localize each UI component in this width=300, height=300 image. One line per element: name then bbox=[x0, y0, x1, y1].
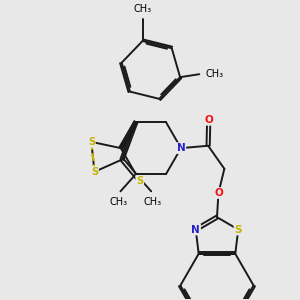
Text: CH₃: CH₃ bbox=[206, 69, 224, 79]
Text: O: O bbox=[204, 115, 213, 125]
Text: S: S bbox=[91, 167, 98, 177]
Text: CH₃: CH₃ bbox=[144, 197, 162, 207]
Text: S: S bbox=[88, 137, 95, 147]
Text: S: S bbox=[235, 225, 242, 235]
Text: S: S bbox=[136, 176, 143, 186]
Text: O: O bbox=[214, 188, 223, 198]
Text: N: N bbox=[177, 143, 185, 153]
Text: N: N bbox=[191, 225, 200, 235]
Text: CH₃: CH₃ bbox=[110, 197, 128, 207]
Text: CH₃: CH₃ bbox=[134, 4, 152, 14]
